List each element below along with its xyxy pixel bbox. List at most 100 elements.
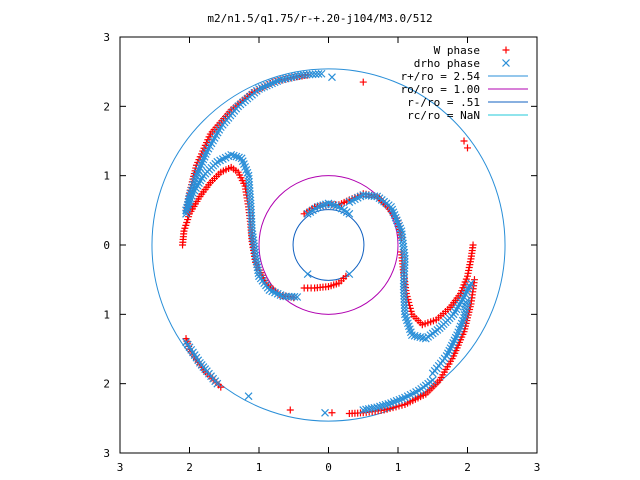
circle-ro bbox=[258, 175, 399, 315]
x-tick-label: 2 bbox=[464, 461, 471, 474]
chart-title: m2/n1.5/q1.75/r-+.20-j104/M3.0/512 bbox=[207, 12, 432, 25]
drho-phase-point bbox=[244, 392, 253, 401]
drho-phase-point bbox=[247, 208, 256, 217]
drho-phase-point bbox=[327, 200, 336, 209]
w-phase-point bbox=[464, 144, 471, 152]
drho-phase-point bbox=[247, 217, 256, 226]
w-phase-point bbox=[328, 409, 336, 417]
drho-phase-point bbox=[314, 202, 322, 211]
drho-phase-point bbox=[245, 180, 254, 189]
drho-phase-point bbox=[244, 171, 253, 180]
drho-phase-point bbox=[400, 264, 409, 273]
drho-phase-point bbox=[362, 405, 370, 414]
drho-phase-point bbox=[463, 296, 472, 305]
drho-phase-point bbox=[270, 78, 279, 87]
w-phase-point bbox=[359, 78, 367, 86]
x-tick-label: 1 bbox=[395, 461, 402, 474]
drho-phase-point bbox=[399, 288, 408, 297]
drho-phase-point bbox=[359, 406, 368, 414]
legend-label: rc/ro = NaN bbox=[407, 109, 480, 122]
w-phase-point bbox=[345, 409, 353, 417]
drho-phase-point bbox=[399, 282, 408, 291]
x-tick-label: 2 bbox=[186, 461, 193, 474]
drho-phase-point bbox=[400, 267, 409, 276]
drho-phase-point bbox=[314, 70, 323, 78]
drho-phase-point bbox=[399, 276, 408, 285]
drho-phase-point bbox=[467, 279, 475, 288]
y-tick-label: 3 bbox=[103, 447, 110, 460]
drho-phase-point bbox=[182, 209, 190, 218]
drho-phase-point bbox=[275, 76, 284, 84]
drho-phase-point bbox=[400, 273, 408, 282]
drho-phase-point bbox=[244, 174, 253, 183]
drho-phase-point bbox=[319, 201, 328, 210]
drho-phase-point bbox=[247, 224, 256, 232]
legend-marker bbox=[502, 59, 510, 67]
drho-phase-point bbox=[293, 293, 302, 301]
drho-phase-point bbox=[247, 221, 256, 229]
drho-phase-point bbox=[273, 77, 282, 86]
drho-phase-point bbox=[245, 187, 254, 195]
drho-phase-point bbox=[247, 205, 255, 214]
drho-phase-point bbox=[246, 196, 255, 205]
drho-phase-point bbox=[247, 214, 256, 223]
drho-phase-point bbox=[400, 251, 409, 260]
reference-circles bbox=[151, 68, 506, 422]
legend-label: r-/ro = .51 bbox=[407, 96, 480, 109]
x-tick-label: 0 bbox=[325, 461, 332, 474]
drho-phase-point bbox=[229, 151, 238, 160]
x-tick-label: 3 bbox=[117, 461, 124, 474]
w-phase-point bbox=[460, 137, 468, 145]
drho-phase-point bbox=[287, 73, 296, 82]
y-tick-label: 2 bbox=[103, 378, 110, 391]
drho-phase-point bbox=[278, 75, 287, 84]
drho-phase-point bbox=[308, 70, 317, 79]
drho-phase-point bbox=[324, 199, 333, 208]
drho-phase-point bbox=[400, 258, 409, 266]
drho-phase-point bbox=[303, 270, 312, 279]
drho-phase-point bbox=[260, 82, 269, 91]
y-tick-label: 0 bbox=[103, 239, 110, 252]
drho-phase-point bbox=[246, 202, 255, 211]
circle-r- bbox=[292, 209, 365, 281]
drho-phase-point bbox=[345, 209, 354, 218]
drho-phase-point bbox=[284, 73, 293, 82]
drho-phase-point bbox=[317, 69, 326, 78]
w-phase-point bbox=[342, 272, 350, 280]
legend-label: ro/ro = 1.00 bbox=[401, 83, 480, 96]
drho-phase-point bbox=[387, 399, 395, 408]
drho-phase-point bbox=[293, 71, 302, 80]
circle-r+ bbox=[151, 68, 506, 422]
drho-phase-point bbox=[232, 152, 241, 161]
drho-phase-point bbox=[400, 261, 409, 269]
drho-phase-point bbox=[227, 150, 236, 159]
drho-phase-point bbox=[345, 270, 354, 279]
drho-phase-point bbox=[245, 177, 253, 186]
drho-phase-point bbox=[246, 190, 254, 199]
drho-phase-point bbox=[401, 254, 409, 263]
drho-phase-point bbox=[265, 80, 274, 89]
drho-phase-point bbox=[462, 299, 471, 308]
drho-phase-point bbox=[400, 270, 409, 279]
y-tick-label: 2 bbox=[103, 100, 110, 113]
drho-phase-point bbox=[245, 184, 254, 192]
drho-phase-point bbox=[311, 70, 320, 79]
drho-phase-point bbox=[290, 292, 299, 301]
drho-phase-point bbox=[332, 202, 341, 210]
drho-phase-point bbox=[281, 74, 290, 83]
drho-phase-point bbox=[329, 201, 338, 210]
drho-phase-point bbox=[213, 379, 222, 388]
drho-phase-point bbox=[246, 193, 255, 202]
drho-phase-point bbox=[400, 291, 408, 300]
x-tick-label: 3 bbox=[534, 461, 541, 474]
drho-phase-point bbox=[302, 70, 311, 79]
w-phase-point bbox=[286, 406, 294, 414]
drho-phase-point bbox=[316, 202, 325, 210]
drho-phase-point bbox=[305, 70, 314, 79]
drho-phase-point bbox=[321, 408, 329, 417]
drho-phase-point bbox=[246, 199, 255, 208]
drho-phase-point bbox=[400, 298, 409, 306]
